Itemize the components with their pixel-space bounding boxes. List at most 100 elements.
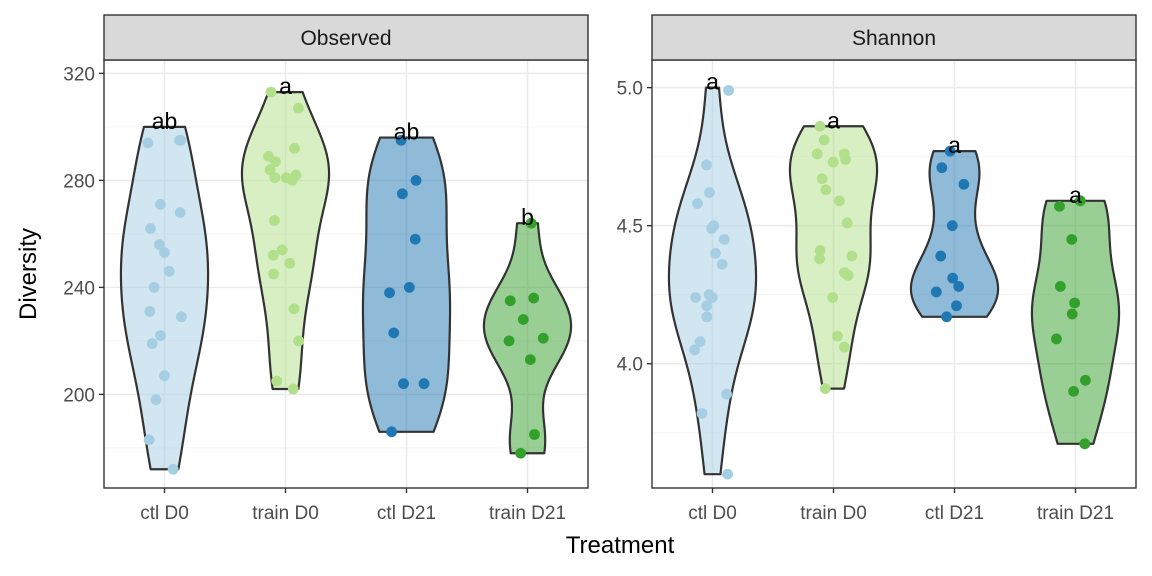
data-point-train-d21 [524, 354, 536, 365]
data-point-ctl-d21 [409, 233, 421, 245]
data-point-ctl-d0 [144, 306, 156, 317]
violin-ctl-d0 [119, 125, 210, 471]
data-point-ctl-d21 [410, 174, 422, 186]
data-point-ctl-d0 [689, 344, 701, 356]
data-point-ctl-d0 [722, 468, 733, 480]
data-point-ctl-d0 [694, 336, 706, 348]
data-point-train-d0 [818, 134, 830, 146]
data-point-train-d0 [827, 292, 839, 303]
significance-label-ctl-d21: ab [394, 119, 420, 145]
data-point-ctl-d0 [159, 247, 170, 258]
violin-train-d21 [1030, 199, 1121, 445]
y-axis-title: Diversity [15, 228, 42, 320]
y-tick-label: 320 [63, 64, 95, 85]
violin-ctl-d0 [667, 86, 758, 476]
data-point-train-d0 [276, 244, 288, 256]
data-point-train-d0 [827, 156, 839, 168]
data-point-ctl-d0 [155, 330, 166, 341]
x-tick-label-train-d21: train D21 [489, 503, 566, 524]
data-point-ctl-d21 [388, 327, 400, 339]
x-tick-label-ctl-d0: ctl D0 [140, 503, 189, 524]
data-point-train-d21 [515, 447, 527, 459]
x-tick-label-ctl-d21: ctl D21 [377, 503, 436, 524]
data-point-train-d0 [820, 184, 832, 196]
data-point-ctl-d0 [154, 239, 165, 250]
data-point-train-d21 [1066, 234, 1078, 245]
data-point-ctl-d21 [418, 378, 430, 390]
data-point-ctl-d21 [396, 188, 408, 200]
data-point-ctl-d21 [935, 250, 947, 262]
data-point-ctl-d0 [150, 394, 162, 406]
data-point-train-d0 [832, 330, 843, 342]
data-point-train-d21 [1066, 308, 1078, 320]
data-point-ctl-d21 [941, 311, 953, 323]
data-point-ctl-d21 [384, 287, 395, 299]
data-point-ctl-d0 [148, 281, 160, 293]
significance-label-train-d21: a [1069, 182, 1082, 208]
data-point-ctl-d0 [701, 159, 712, 171]
data-point-train-d0 [819, 383, 831, 394]
data-point-train-d0 [816, 173, 828, 185]
data-point-ctl-d0 [708, 220, 720, 232]
data-point-train-d0 [841, 217, 853, 229]
data-point-ctl-d21 [403, 281, 415, 293]
data-point-train-d0 [293, 335, 305, 347]
facet-strip [651, 14, 1137, 61]
data-point-ctl-d0 [706, 292, 718, 303]
data-point-ctl-d0 [175, 134, 187, 146]
data-point-ctl-d21 [936, 162, 948, 174]
data-point-train-d21 [517, 314, 529, 325]
data-point-train-d0 [284, 257, 296, 269]
violin-train-d21 [482, 222, 573, 455]
panel-observed: ab a ab b Observed 200 240 280 320 ctl D0 train D0… [63, 14, 589, 524]
data-point-train-d21 [1080, 374, 1091, 386]
data-point-train-d21 [1054, 281, 1066, 292]
significance-label-train-d0: a [279, 73, 292, 99]
data-point-ctl-d21 [951, 300, 962, 312]
x-axis-title: Treatment [566, 532, 675, 559]
data-point-train-d0 [814, 253, 825, 265]
data-point-ctl-d21 [930, 286, 942, 298]
facet-strip-label: Shannon [852, 27, 936, 50]
data-point-ctl-d0 [163, 265, 175, 277]
data-point-ctl-d0 [145, 223, 156, 234]
facet-strip [103, 14, 589, 61]
data-point-ctl-d0 [155, 199, 166, 210]
data-point-train-d0 [286, 174, 298, 186]
data-point-train-d21 [1068, 385, 1080, 397]
data-point-ctl-d0 [710, 247, 721, 259]
data-point-train-d0 [846, 250, 858, 262]
significance-label-train-d21: b [521, 204, 534, 230]
data-point-train-d0 [811, 148, 823, 160]
data-point-train-d21 [1079, 438, 1091, 450]
data-point-ctl-d0 [696, 408, 708, 419]
significance-label-ctl-d21: a [948, 132, 961, 158]
data-point-ctl-d21 [944, 145, 956, 157]
y-tick-label: 240 [63, 278, 95, 299]
data-point-ctl-d0 [146, 338, 158, 349]
data-point-ctl-d21 [386, 426, 397, 438]
data-point-train-d0 [267, 249, 279, 261]
data-point-train-d0 [288, 303, 300, 315]
y-tick-label: 4.5 [617, 217, 643, 238]
data-point-ctl-d0 [143, 434, 155, 446]
data-point-train-d21 [1069, 297, 1081, 309]
data-point-ctl-d0 [701, 311, 713, 323]
data-point-ctl-d0 [692, 198, 703, 209]
facet-strip-label: Observed [300, 27, 391, 50]
data-point-train-d0 [265, 86, 277, 98]
data-point-ctl-d0 [142, 137, 154, 149]
data-point-train-d21 [504, 295, 516, 307]
data-point-ctl-d0 [703, 187, 715, 198]
y-tick-label: 200 [63, 385, 95, 406]
data-point-ctl-d21 [946, 220, 958, 232]
data-point-train-d21 [525, 217, 537, 229]
data-point-train-d21 [537, 332, 549, 344]
violin-train-d0 [788, 125, 879, 390]
data-point-train-d21 [1074, 195, 1086, 207]
data-point-ctl-d21 [958, 178, 970, 190]
x-tick-label-ctl-d0: ctl D0 [688, 503, 737, 524]
data-point-ctl-d0 [158, 370, 170, 382]
data-point-train-d0 [269, 172, 281, 184]
